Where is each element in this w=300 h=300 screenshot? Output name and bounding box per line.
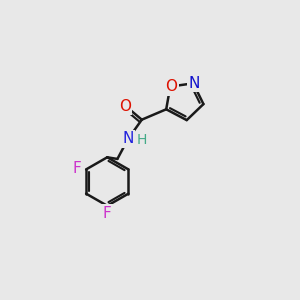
Text: N: N xyxy=(122,131,134,146)
Text: F: F xyxy=(73,161,82,176)
Text: O: O xyxy=(119,99,131,114)
Text: H: H xyxy=(136,134,146,148)
Text: N: N xyxy=(188,76,200,91)
Text: O: O xyxy=(165,79,177,94)
Text: F: F xyxy=(103,206,112,221)
